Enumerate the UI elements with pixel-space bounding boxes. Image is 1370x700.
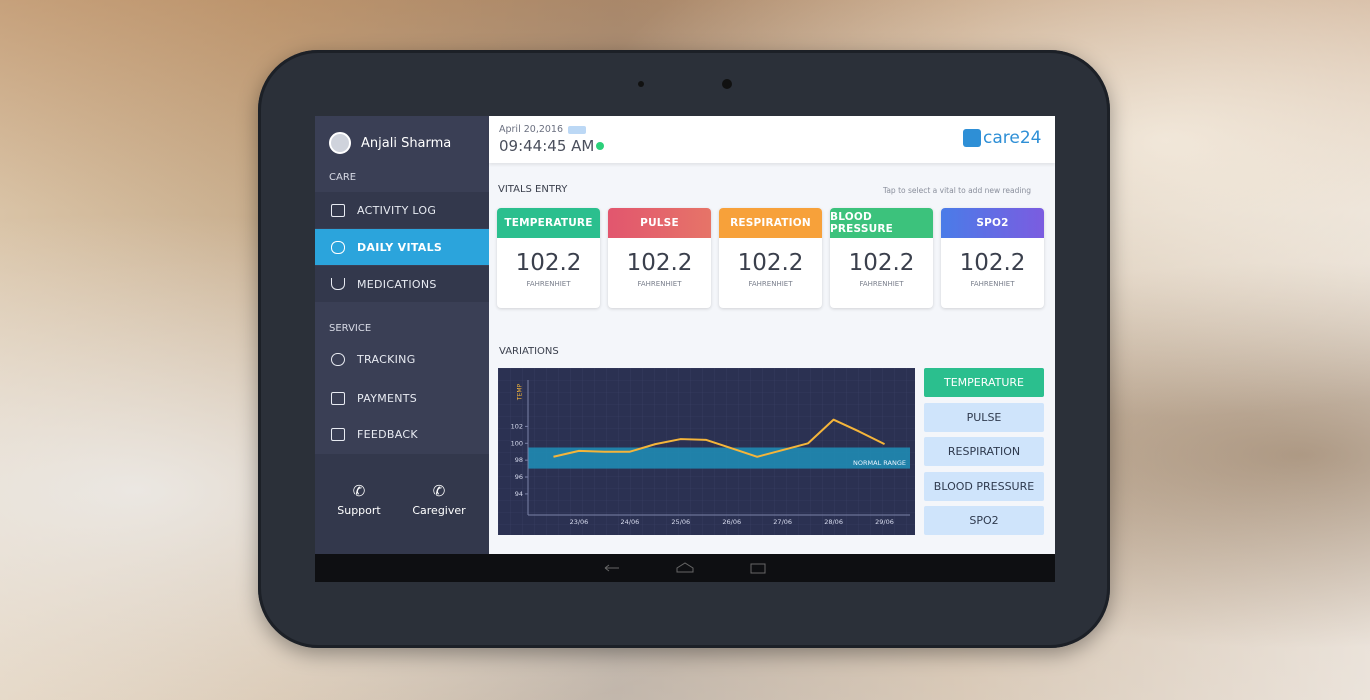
y-tick-label: 100 xyxy=(511,439,523,447)
vital-unit: FAHRENHIET xyxy=(526,280,571,288)
variation-option[interactable]: PULSE xyxy=(924,402,1044,432)
vital-value: 102.2 xyxy=(737,250,804,276)
y-axis-label: TEMP xyxy=(517,384,524,402)
chart: NORMAL RANGE TEMP 94 96 98 100 102 23/06 24/06 25… xyxy=(498,368,915,535)
nav-item[interactable]: MEDICATIONS xyxy=(315,266,489,302)
vital-card[interactable]: SPO2 102.2 FAHRENHIET xyxy=(941,208,1044,308)
action-area: ✆ Support ✆ Caregiver xyxy=(315,454,489,554)
section-title: VITALS ENTRY xyxy=(498,184,568,195)
vital-name: SPO2 xyxy=(941,208,1044,238)
x-tick-label: 23/06 xyxy=(570,518,589,526)
vital-card[interactable]: RESPIRATION 102.2 FAHRENHIET xyxy=(719,208,822,308)
vital-value: 102.2 xyxy=(959,250,1026,276)
support-button[interactable]: ✆ Support xyxy=(329,482,389,517)
vital-name: RESPIRATION xyxy=(719,208,822,238)
vital-unit: FAHRENHIET xyxy=(748,280,793,288)
x-tick-label: 29/06 xyxy=(875,518,894,526)
section-title: VARIATIONS xyxy=(499,346,559,357)
nav-item[interactable]: PAYMENTS xyxy=(315,380,489,416)
section-title: CARE xyxy=(329,172,357,183)
vital-unit: FAHRENHIET xyxy=(970,280,1015,288)
logo: care24 xyxy=(983,128,1042,148)
home-icon[interactable] xyxy=(676,562,694,573)
caregiver-button[interactable]: ✆ Caregiver xyxy=(407,482,471,517)
vital-card[interactable]: BLOOD PRESSURE 102.2 FAHRENHIET xyxy=(830,208,933,308)
variation-option[interactable]: TEMPERATURE xyxy=(924,368,1044,397)
variation-option[interactable]: RESPIRATION xyxy=(924,437,1044,466)
nav-label: FEEDBACK xyxy=(357,427,418,441)
nav-label: PAYMENTS xyxy=(357,391,418,405)
vital-unit: FAHRENHIET xyxy=(859,280,904,288)
x-tick-label: 25/06 xyxy=(671,518,690,526)
hint: Tap to select a vital to add new reading xyxy=(883,186,1031,195)
section-title: SERVICE xyxy=(329,323,372,334)
x-tick-label: 27/06 xyxy=(773,518,792,526)
vital-card[interactable]: TEMPERATURE 102.2 FAHRENHIET xyxy=(497,208,600,308)
nav-item[interactable]: TRACKING xyxy=(315,341,489,377)
vital-unit: FAHRENHIET xyxy=(637,280,682,288)
vital-value: 102.2 xyxy=(848,250,915,276)
y-tick-label: 98 xyxy=(515,456,523,464)
nav-item[interactable]: DAILY VITALS xyxy=(315,229,489,265)
y-tick-label: 96 xyxy=(515,473,523,481)
recents-icon[interactable] xyxy=(750,563,766,574)
header: April 20,2016 09:44:45 AM care24 xyxy=(489,116,1055,163)
variation-option[interactable]: SPO2 xyxy=(924,506,1044,535)
nav-label: ACTIVITY LOG xyxy=(357,203,437,217)
sensor xyxy=(638,81,644,87)
temperature-line xyxy=(553,418,885,458)
vital-name: PULSE xyxy=(608,208,711,238)
screen: Anjali Sharma CARE ACTIVITY LOG DAILY VI… xyxy=(315,116,1055,554)
y-tick-label: 94 xyxy=(515,490,523,498)
x-tick-label: 26/06 xyxy=(722,518,741,526)
nav-item[interactable]: FEEDBACK xyxy=(315,416,489,452)
camera xyxy=(722,79,732,89)
vital-card[interactable]: PULSE 102.2 FAHRENHIET xyxy=(608,208,711,308)
sidebar: Anjali Sharma CARE ACTIVITY LOG DAILY VI… xyxy=(315,116,489,554)
avatar xyxy=(329,132,351,154)
vital-name: BLOOD PRESSURE xyxy=(830,208,933,238)
nav-item[interactable]: ACTIVITY LOG xyxy=(315,192,489,228)
y-tick-label: 102 xyxy=(511,422,523,430)
battery-icon xyxy=(568,126,586,134)
band-label: NORMAL RANGE xyxy=(853,459,906,467)
time: 09:44:45 AM xyxy=(499,137,595,155)
action-label: Caregiver xyxy=(412,504,466,517)
variation-option[interactable]: BLOOD PRESSURE xyxy=(924,471,1044,501)
vital-value: 102.2 xyxy=(626,250,693,276)
x-tick-label: 28/06 xyxy=(824,518,843,526)
android-nav xyxy=(315,554,1055,582)
nav-label: TRACKING xyxy=(357,352,416,366)
user-name: Anjali Sharma xyxy=(361,136,452,151)
x-tick-label: 24/06 xyxy=(620,518,639,526)
nav-label: MEDICATIONS xyxy=(357,277,437,291)
action-label: Support xyxy=(337,504,381,517)
back-icon[interactable] xyxy=(604,564,619,572)
vital-name: TEMPERATURE xyxy=(497,208,600,238)
logo-mark xyxy=(963,129,981,147)
nav-icons xyxy=(604,562,766,574)
date: April 20,2016 xyxy=(499,124,564,135)
vital-value: 102.2 xyxy=(515,250,582,276)
status-dot xyxy=(596,142,604,150)
normal-range-band xyxy=(528,447,910,469)
nav-label: DAILY VITALS xyxy=(357,240,443,254)
